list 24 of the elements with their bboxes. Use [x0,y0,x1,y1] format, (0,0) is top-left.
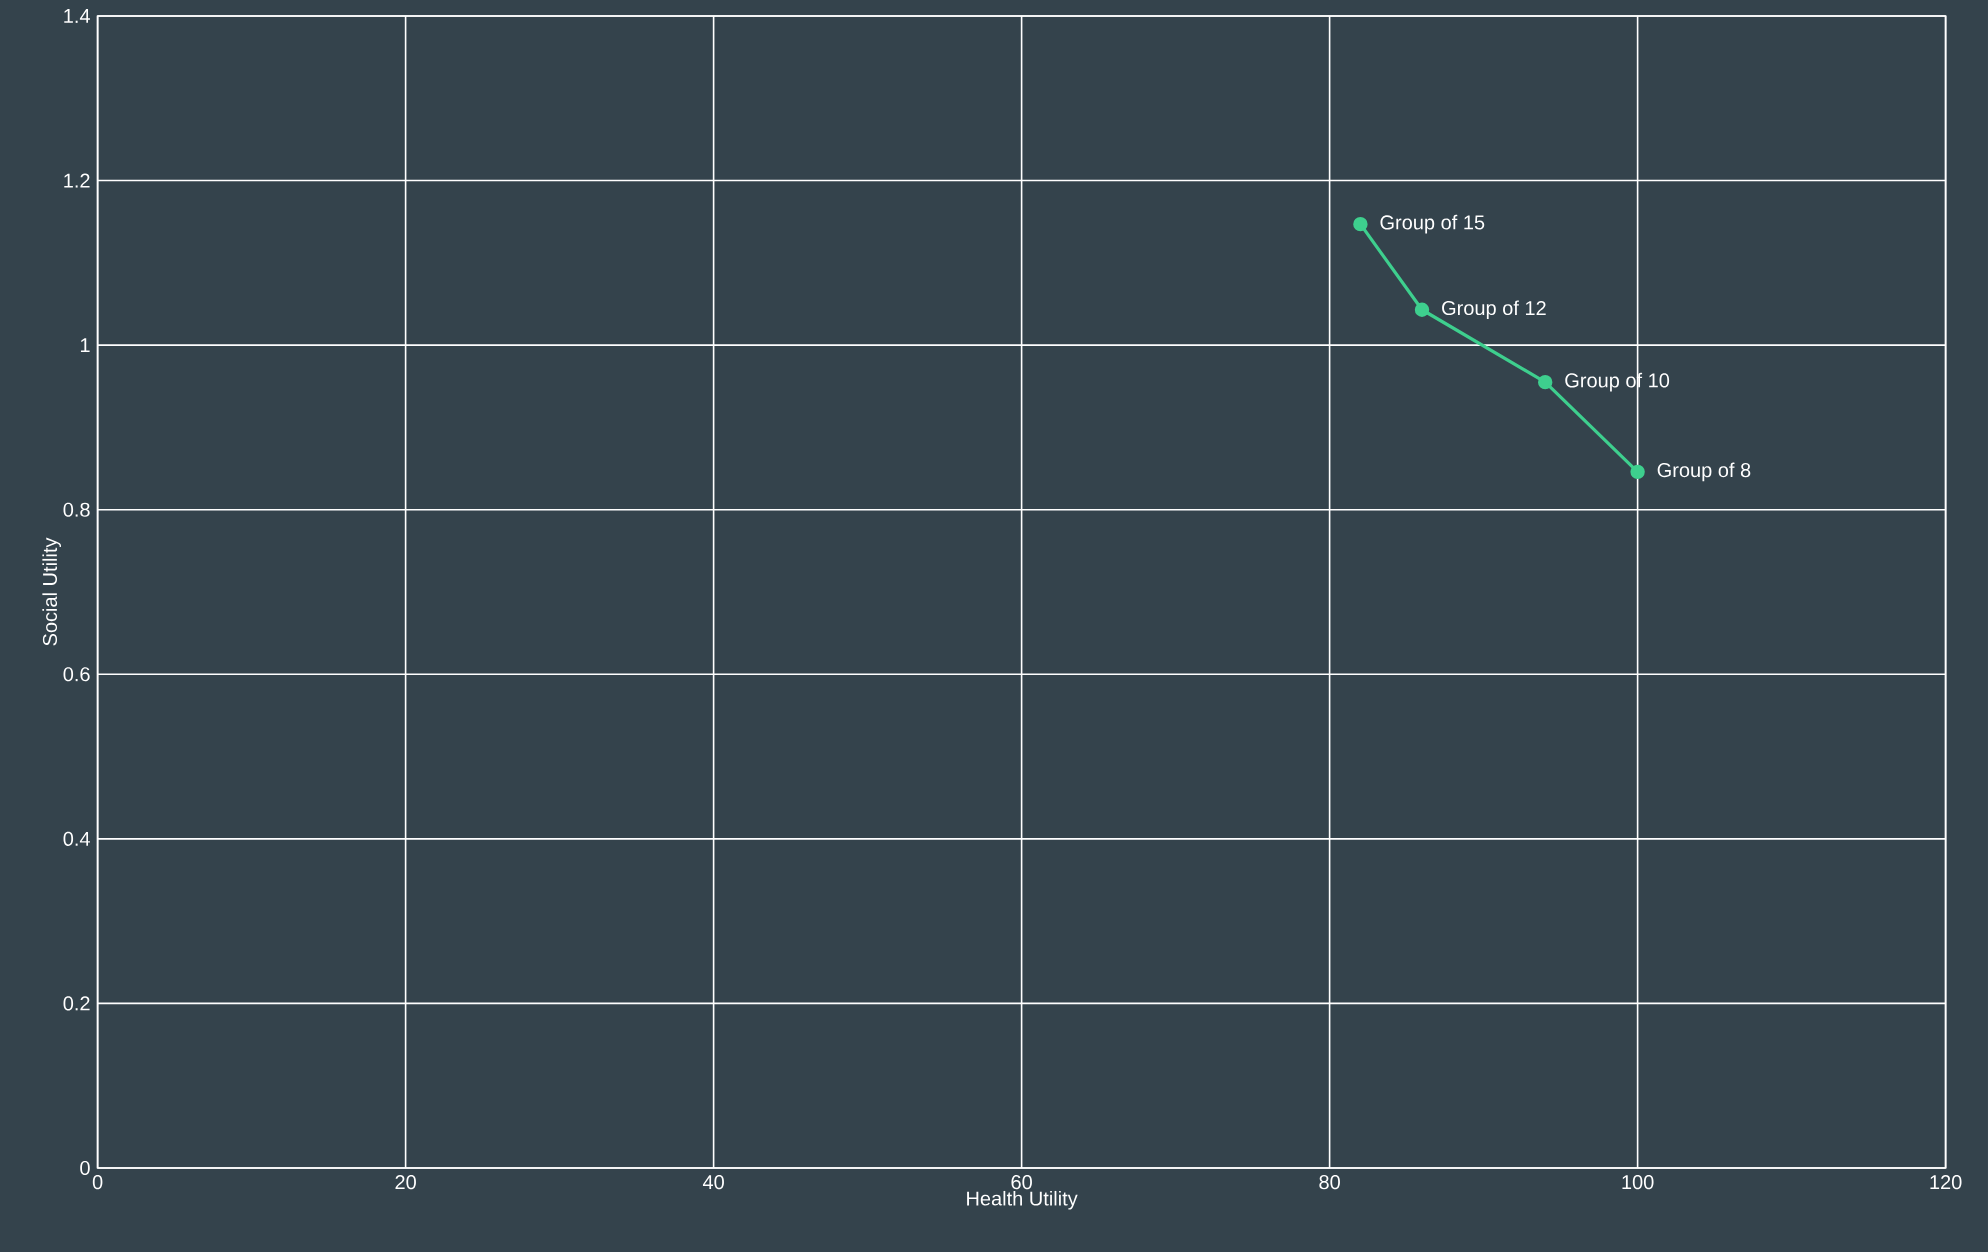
x-axis-title: Health Utility [967,1190,1078,1210]
y-tick-label: 1.2 [64,173,90,188]
x-tick-label: 80 [1319,1175,1340,1190]
point [1630,464,1645,480]
x-tick-label: 60 [1011,1175,1032,1190]
annotation: Group of 12 [1442,300,1546,320]
point [1414,302,1430,317]
point [1353,216,1368,232]
x-tick-label: 120 [1930,1175,1962,1190]
y-tick-label: 0.6 [63,667,90,682]
y-axis-title: Social Utility [42,537,61,646]
y-tick-label: 1 [80,338,90,353]
x-tick-label: 20 [395,1175,416,1190]
y-tick-label: 0.4 [63,831,90,846]
y-tick-label: 1.4 [64,9,90,23]
annotation: Group of 8 [1657,462,1751,482]
y-tick-label: 0 [80,1160,90,1176]
point [1538,374,1553,390]
x-tick-label: 0 [92,1175,103,1190]
x-tick-label: 100 [1622,1175,1654,1190]
annotation: Group of 15 [1380,214,1485,234]
y-tick-label: 0.2 [63,996,90,1011]
y-tick-label: 0.8 [63,502,90,517]
x-tick-label: 40 [702,1175,724,1190]
